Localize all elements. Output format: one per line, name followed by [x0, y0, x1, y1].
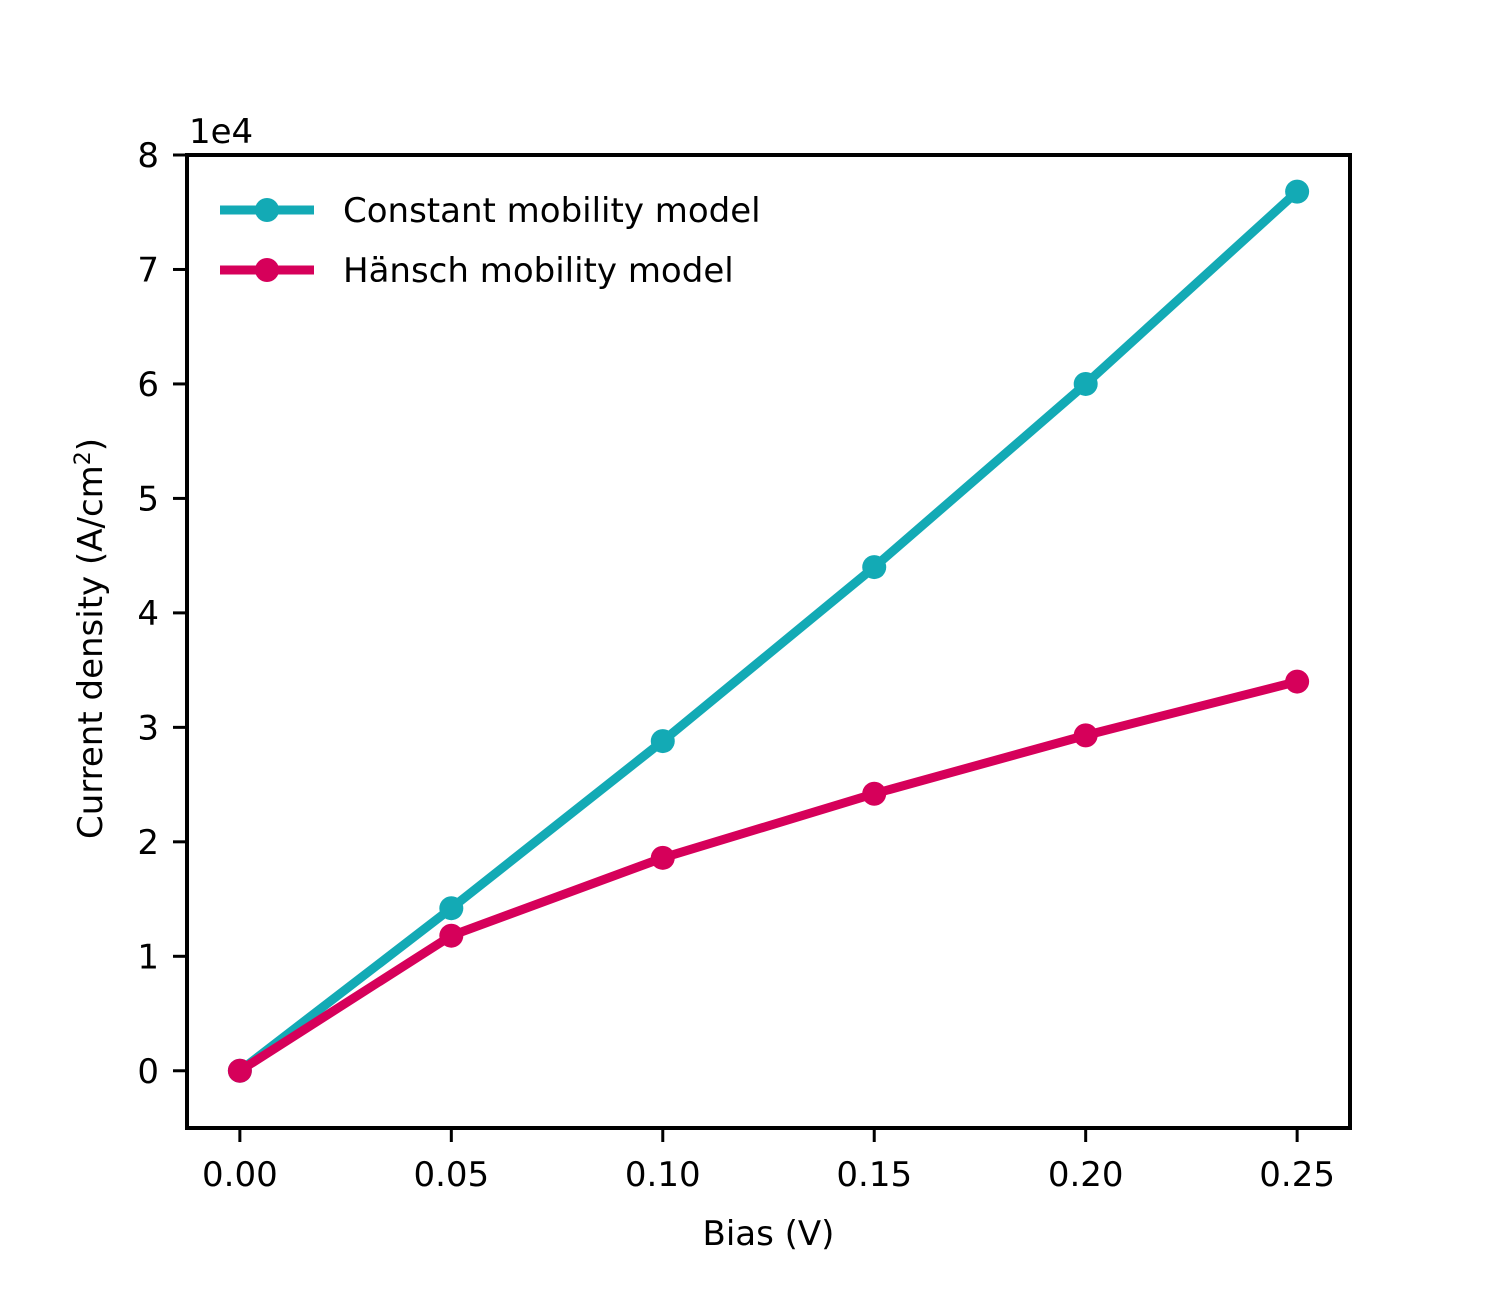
y-axis-label: Current density (A/cm2)	[71, 438, 112, 839]
x-tick-label: 0.00	[202, 1155, 278, 1195]
y-tick-label: 8	[137, 136, 159, 176]
series-2	[227, 669, 1310, 1083]
x-tick-label: 0.10	[625, 1155, 701, 1195]
data-point	[862, 555, 887, 580]
y-tick-label: 1	[137, 937, 159, 977]
y-tick-label: 5	[137, 479, 159, 519]
y-tick-label: 0	[137, 1052, 159, 1092]
data-point	[1073, 723, 1098, 748]
legend: Constant mobility model Hänsch mobility m…	[220, 191, 761, 291]
y-axis-label-close: )	[71, 438, 111, 451]
x-tick-label: 0.20	[1048, 1155, 1124, 1195]
legend-item: Constant mobility model	[220, 191, 761, 231]
data-point	[439, 896, 464, 921]
legend-label: Constant mobility model	[343, 191, 761, 231]
y-axis-label-main: Current density (A/cm	[71, 465, 111, 839]
data-point	[650, 729, 675, 754]
legend-item: Hänsch mobility model	[220, 251, 734, 291]
data-point	[1285, 179, 1310, 204]
series-line	[235, 187, 1302, 1076]
x-axis-label: Bias (V)	[703, 1214, 835, 1254]
legend-marker	[255, 198, 279, 222]
series-layer	[227, 179, 1310, 1083]
y-tick-label: 6	[137, 365, 159, 405]
series-1	[227, 179, 1310, 1083]
legend-marker	[255, 258, 279, 282]
x-tick-label: 0.05	[413, 1155, 489, 1195]
x-tick-label: 0.25	[1259, 1155, 1335, 1195]
data-point	[862, 781, 887, 806]
series-line	[235, 677, 1302, 1076]
data-point	[1285, 669, 1310, 694]
y-tick-label: 7	[137, 250, 159, 290]
plot-frame	[185, 153, 1352, 1130]
data-point	[650, 845, 675, 870]
y-tick-label: 3	[137, 708, 159, 748]
x-axis: 0.00 0.05 0.10 0.15 0.20 0.25	[202, 1128, 1335, 1195]
y-tick-label: 4	[137, 594, 159, 634]
data-point	[1073, 371, 1098, 396]
y-offset-label: 1e4	[189, 112, 253, 152]
data-point	[227, 1058, 252, 1083]
data-point	[439, 923, 464, 948]
x-tick-label: 0.15	[836, 1155, 912, 1195]
y-tick-label: 2	[137, 823, 159, 863]
y-axis-label-superscript: 2	[71, 451, 96, 465]
legend-label: Hänsch mobility model	[343, 251, 734, 291]
y-axis: 0 1 2 3 4 5 6 7 8	[137, 136, 187, 1092]
